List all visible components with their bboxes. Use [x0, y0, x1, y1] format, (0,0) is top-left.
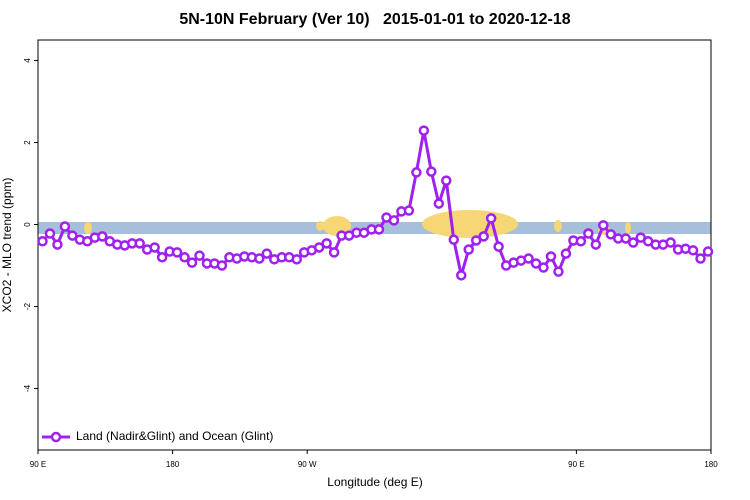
data-point	[321, 238, 332, 249]
data-point	[627, 237, 639, 248]
data-point	[545, 251, 557, 262]
data-point	[418, 125, 430, 136]
y-tick-label: -2	[23, 302, 32, 310]
data-point	[538, 262, 549, 273]
data-point	[97, 231, 108, 242]
data-point	[448, 234, 460, 245]
data-point	[179, 252, 190, 263]
data-point	[553, 266, 564, 277]
legend: Land (Nadir&Glint) and Ocean (Glint)	[42, 429, 273, 443]
data-point	[463, 244, 474, 255]
data-point	[560, 248, 572, 259]
data-point	[254, 253, 265, 264]
data-point	[37, 236, 48, 247]
legend-marker	[50, 431, 62, 443]
data-point	[52, 239, 63, 250]
x-axis-label: Longitude (deg E)	[327, 475, 422, 489]
data-point	[388, 215, 400, 226]
data-point	[216, 260, 228, 271]
data-point	[44, 228, 56, 239]
x-tick-label: 90 E	[30, 460, 46, 469]
data-point	[485, 213, 497, 224]
data-point	[156, 252, 168, 263]
data-point	[411, 167, 422, 178]
data-point	[171, 247, 183, 258]
data-point	[455, 270, 467, 281]
data-point	[328, 247, 340, 258]
x-tick-label: 180	[166, 460, 180, 469]
data-point	[702, 246, 714, 257]
data-point	[261, 248, 273, 259]
y-tick-label: 2	[23, 140, 32, 145]
data-point	[403, 205, 415, 216]
y-axis-label: XCO2 - MLO trend (ppm)	[0, 178, 14, 313]
data-point	[426, 166, 437, 177]
data-point	[620, 233, 632, 244]
data-point	[441, 175, 452, 186]
data-point	[665, 237, 676, 248]
y-tick-label: 0	[23, 222, 32, 227]
data-point	[149, 242, 160, 253]
data-point	[493, 241, 504, 252]
chart-title: 5N-10N February (Ver 10) 2015-01-01 to 2…	[179, 11, 570, 28]
data-point	[523, 253, 534, 264]
data-line	[41, 130, 710, 276]
y-tick-label: 4	[23, 58, 32, 63]
data-point	[605, 229, 617, 240]
data-point	[291, 254, 302, 265]
data-point	[433, 198, 445, 209]
data-point	[470, 235, 482, 246]
data-point	[530, 258, 542, 269]
data-point	[186, 257, 198, 268]
data-point	[194, 250, 205, 261]
data-point	[575, 236, 587, 247]
data-point	[687, 245, 699, 256]
data-point	[695, 253, 706, 264]
data-point	[478, 231, 489, 242]
data-point	[598, 220, 609, 231]
x-tick-label: 90 E	[568, 460, 584, 469]
data-point	[590, 239, 602, 250]
data-point	[67, 230, 78, 241]
x-tick-label: 90 W	[298, 460, 317, 469]
legend-label: Land (Nadir&Glint) and Ocean (Glint)	[76, 429, 273, 443]
plot-frame	[37, 39, 712, 451]
data-point	[134, 238, 145, 249]
data-point	[583, 228, 594, 239]
data-point	[313, 242, 325, 253]
x-tick-label: 180	[704, 460, 718, 469]
y-tick-label: -4	[23, 384, 32, 392]
data-point	[59, 221, 71, 232]
data-point	[373, 224, 385, 235]
